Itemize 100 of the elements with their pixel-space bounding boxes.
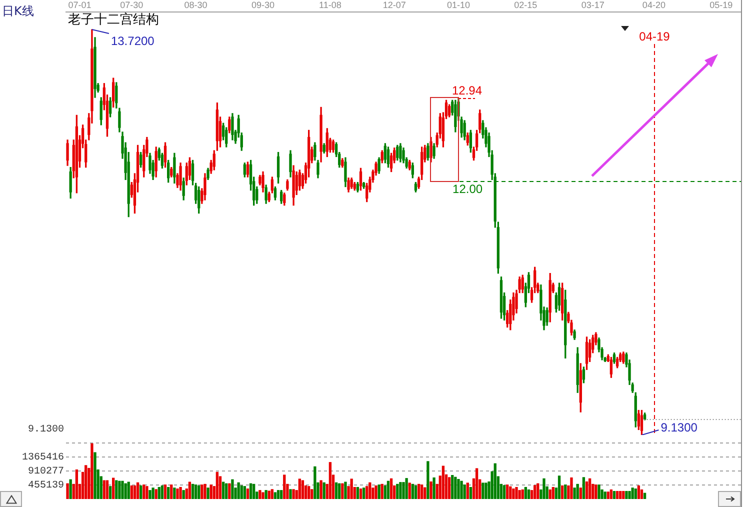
bar: [411, 484, 414, 499]
x-tick-label: 08-30: [184, 0, 208, 10]
bar: [148, 490, 152, 499]
bar: [102, 480, 106, 499]
annotation: 9.1300: [660, 420, 698, 434]
bar: [509, 486, 512, 499]
bar: [289, 489, 292, 499]
bar: [564, 484, 567, 499]
bar: [164, 484, 167, 499]
bar: [152, 488, 154, 499]
x-tick-label: 01-10: [446, 0, 470, 10]
bar: [634, 488, 637, 499]
annotation: 12.94: [452, 83, 482, 98]
bar: [463, 484, 466, 499]
bar: [240, 485, 243, 499]
x-tick-label: 02-15: [514, 0, 538, 10]
bar: [424, 487, 426, 499]
bar: [442, 466, 445, 499]
bar: [619, 490, 622, 499]
bar: [356, 486, 360, 499]
bar: [374, 485, 378, 499]
bar: [328, 462, 332, 499]
bar: [334, 482, 338, 499]
bar: [118, 480, 121, 499]
bar: [188, 482, 192, 499]
bar: [158, 486, 160, 499]
x-tick-label: 03-17: [581, 0, 604, 10]
bar: [298, 478, 301, 499]
bar: [341, 483, 344, 499]
bar: [534, 485, 536, 499]
bar: [512, 488, 515, 499]
bar: [130, 485, 133, 499]
bar: [243, 486, 246, 499]
bar: [274, 492, 277, 499]
bar: [524, 486, 527, 499]
bar: [582, 477, 586, 499]
bar: [146, 486, 148, 499]
ref-line-label: 04-19: [639, 29, 670, 44]
bar: [380, 484, 384, 499]
bar: [106, 480, 109, 499]
bar: [432, 477, 436, 499]
bar: [204, 484, 206, 499]
bar: [585, 481, 588, 499]
bar: [142, 484, 146, 499]
bar: [307, 486, 310, 499]
bar: [384, 485, 387, 499]
bar: [258, 490, 262, 499]
x-tick-label: 04-20: [642, 0, 666, 10]
bar: [402, 482, 405, 499]
bar: [430, 481, 432, 499]
bar: [176, 488, 179, 499]
bar: [515, 486, 518, 499]
bar: [576, 484, 579, 499]
bar: [558, 476, 561, 499]
bar: [276, 490, 280, 499]
bar: [616, 490, 619, 499]
bar: [246, 488, 250, 499]
x-tick-label: 07-30: [120, 0, 144, 10]
bar: [283, 474, 286, 499]
bar: [640, 489, 644, 499]
bar: [264, 490, 268, 499]
bar: [200, 484, 204, 499]
bar: [310, 489, 314, 499]
bar: [166, 486, 170, 499]
bar: [69, 479, 72, 499]
bar: [94, 452, 96, 499]
x-tick-label: 09-30: [251, 0, 275, 10]
bar: [225, 483, 228, 499]
bar: [344, 482, 347, 499]
bar: [218, 476, 222, 499]
bar: [191, 484, 194, 499]
bar: [484, 482, 488, 499]
bar: [643, 492, 646, 499]
bar: [451, 474, 454, 499]
bar: [625, 490, 628, 499]
bar: [631, 488, 634, 499]
bar: [604, 492, 606, 499]
x-tick-label: 12-07: [382, 0, 406, 10]
bar: [378, 484, 380, 499]
bar: [552, 486, 554, 499]
bar: [182, 490, 185, 499]
bar: [426, 461, 430, 499]
bar: [249, 483, 252, 499]
bar: [560, 485, 564, 499]
bar: [399, 482, 402, 499]
chart-subtitle: 老子十二宫结构: [68, 11, 159, 28]
bar: [322, 482, 326, 499]
bar: [606, 492, 610, 499]
bar: [301, 480, 304, 499]
bar: [121, 480, 124, 499]
bar: [112, 478, 115, 499]
chart-title: 日K线: [2, 4, 34, 18]
bar: [75, 469, 78, 499]
bar: [210, 484, 212, 499]
bar: [170, 484, 173, 499]
bar: [408, 482, 411, 499]
bar: [127, 482, 130, 499]
bar: [466, 482, 469, 499]
bar: [222, 482, 225, 499]
bar: [482, 482, 484, 499]
